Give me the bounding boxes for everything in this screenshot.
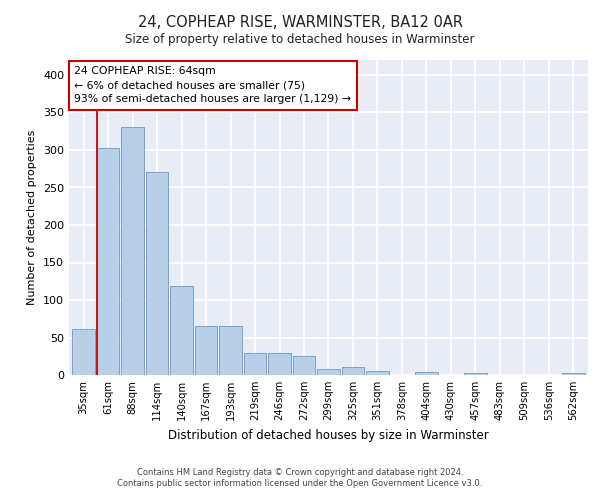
Bar <box>244 352 266 375</box>
Bar <box>342 367 364 375</box>
Bar <box>293 356 315 375</box>
Text: Size of property relative to detached houses in Warminster: Size of property relative to detached ho… <box>125 32 475 46</box>
Text: 24, COPHEAP RISE, WARMINSTER, BA12 0AR: 24, COPHEAP RISE, WARMINSTER, BA12 0AR <box>137 15 463 30</box>
Bar <box>317 369 340 375</box>
Bar <box>97 148 119 375</box>
Bar <box>268 352 291 375</box>
Bar <box>366 371 389 375</box>
Y-axis label: Number of detached properties: Number of detached properties <box>28 130 37 305</box>
Bar <box>170 286 193 375</box>
Bar <box>415 372 437 375</box>
X-axis label: Distribution of detached houses by size in Warminster: Distribution of detached houses by size … <box>168 428 489 442</box>
Bar <box>220 326 242 375</box>
Bar <box>195 326 217 375</box>
Text: 24 COPHEAP RISE: 64sqm
← 6% of detached houses are smaller (75)
93% of semi-deta: 24 COPHEAP RISE: 64sqm ← 6% of detached … <box>74 66 352 104</box>
Bar <box>146 172 169 375</box>
Bar <box>121 128 144 375</box>
Bar <box>73 328 95 375</box>
Text: Contains HM Land Registry data © Crown copyright and database right 2024.
Contai: Contains HM Land Registry data © Crown c… <box>118 468 482 487</box>
Bar <box>562 373 584 375</box>
Bar <box>464 373 487 375</box>
